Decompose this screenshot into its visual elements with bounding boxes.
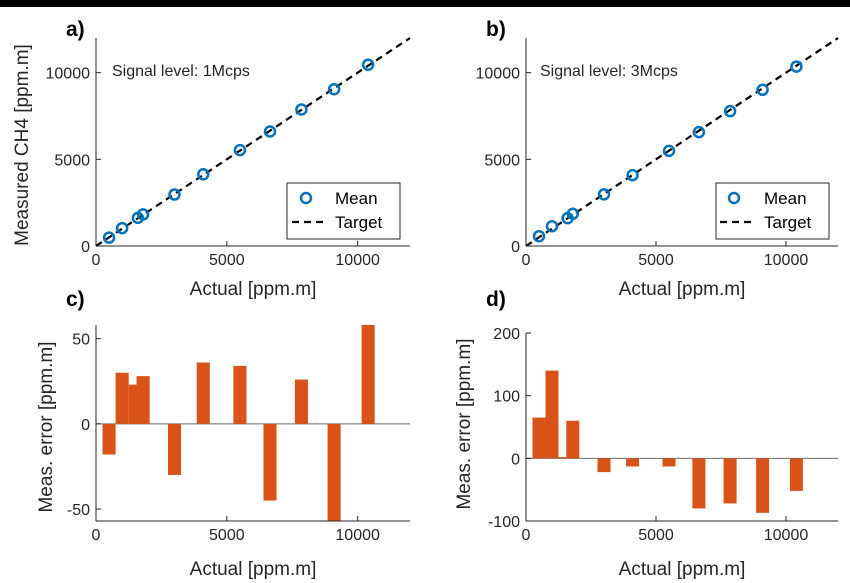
panel-a-ylabel: Measured CH4 [ppm.m]	[12, 44, 33, 246]
panel-a-mean-point	[168, 188, 181, 201]
panel-d-ylabel: Meas. error [ppm.m]	[454, 338, 475, 509]
panel-c-bar	[115, 372, 129, 424]
panel-a-x-tick-label: 5000	[209, 252, 245, 269]
panel-d-bar	[558, 457, 572, 459]
panel-c-x-tick-label: 5000	[209, 527, 245, 544]
panel-b-x-tick-label: 5000	[638, 252, 674, 269]
panel-a-legend-mean: Mean	[335, 189, 378, 208]
panel-a-xlabel: Actual [ppm.m]	[190, 279, 317, 300]
panel-a: a) 0 5000 10000 0 5000 10000 Signal level: 1M…	[12, 18, 411, 300]
panel-b-mean-point	[756, 83, 769, 97]
panel-b-mean-point	[597, 188, 611, 201]
panel-c-bar	[136, 376, 150, 424]
panel-b-y-tick-label: 0	[511, 239, 520, 256]
panel-c-xlabel: Actual [ppm.m]	[190, 559, 317, 580]
panel-b-legend-target: Target	[764, 213, 812, 232]
panel-b-legend-mean: Mean	[764, 189, 807, 208]
panel-a-mean-point	[233, 143, 247, 157]
panel-a-mean-point	[197, 168, 210, 181]
panel-b-mean-point	[566, 207, 580, 221]
panel-a-plot: 0 5000 10000 0 5000 10000	[46, 37, 411, 269]
panel-a-x-tick-label: 0	[92, 252, 101, 269]
panel-b-mean-point	[626, 168, 639, 182]
panel-a-mean-point	[263, 125, 277, 138]
top-border-bar	[0, 0, 850, 7]
panel-d-bar	[662, 458, 676, 467]
panel-a-mean-point	[115, 221, 129, 235]
panel-c-y-tick-label: 0	[81, 417, 90, 434]
panel-c-ylabel: Meas. error [ppm.m]	[36, 341, 57, 512]
panel-b-plot: 0 5000 10000 0 5000 10000	[476, 37, 839, 269]
panel-a-y-tick-label: 10000	[46, 66, 91, 83]
panel-d-bar	[597, 458, 611, 473]
panel-a-annotation: Signal level: 1Mcps	[112, 63, 250, 80]
panel-a-y-tick-label: 5000	[54, 152, 90, 169]
panel-a-mean-point	[295, 103, 308, 116]
panel-b-mean-point	[723, 104, 737, 118]
panel-c-bar	[361, 325, 375, 424]
panel-d-y-tick-label: -100	[488, 514, 520, 531]
panel-b-legend: Mean Target	[715, 182, 830, 240]
panel-a-mean-point	[327, 82, 341, 96]
panel-d-bar	[532, 417, 546, 459]
panel-c-bar	[167, 423, 182, 475]
panel-b-mean-point	[692, 125, 706, 139]
panel-d-y-tick-label: 100	[493, 389, 520, 406]
panel-b-y-tick-label: 5000	[484, 152, 520, 169]
panel-b-x-tick-label: 10000	[764, 252, 809, 269]
panel-b: b) 0 5000 10000 0 5000 10000 Signal level: 3M…	[476, 18, 839, 300]
panel-b-label: b)	[486, 18, 506, 41]
panel-a-legend-marker-icon	[299, 191, 313, 205]
panel-d-bar	[756, 458, 770, 513]
panel-d-y-tick-label: 200	[493, 326, 520, 343]
panel-a-mean-point	[102, 231, 116, 244]
panel-c-bar	[233, 365, 247, 424]
panel-d-bar	[692, 458, 706, 509]
panel-d-y-tick-label: 0	[511, 451, 520, 468]
panel-c-bar	[294, 379, 308, 424]
panel-b-mean-point	[545, 219, 559, 233]
panel-b-x-tick-label: 0	[522, 252, 531, 269]
panel-d-bar	[566, 420, 580, 459]
panel-c-bar	[102, 423, 116, 455]
panel-a-y-tick-label: 0	[81, 239, 90, 256]
panel-b-mean-point	[790, 60, 803, 73]
panel-c-label: c)	[66, 288, 85, 311]
panel-c-bar	[327, 423, 341, 521]
panel-d-bar	[723, 458, 737, 504]
panel-c-bar	[263, 423, 277, 501]
panel-c-x-tick-label: 10000	[335, 527, 380, 544]
panel-d-xlabel: Actual [ppm.m]	[619, 559, 746, 580]
panel-a-mean-point	[136, 208, 150, 221]
panel-a-legend-target: Target	[335, 213, 383, 232]
panel-b-y-tick-label: 10000	[476, 66, 521, 83]
panel-a-mean-point	[361, 58, 375, 71]
panel-d-label: d)	[486, 288, 506, 311]
panel-b-legend-marker-icon	[727, 191, 741, 205]
panel-b-mean-point	[662, 144, 676, 158]
panel-b-xlabel: Actual [ppm.m]	[619, 279, 746, 300]
panel-d-bar	[545, 370, 559, 459]
panel-d-x-tick-label: 0	[522, 527, 531, 544]
panel-a-legend: Mean Target	[286, 182, 401, 240]
panel-b-annotation: Signal level: 3Mcps	[540, 63, 678, 80]
panel-d-x-tick-label: 10000	[764, 527, 809, 544]
panel-d-bar	[789, 458, 803, 491]
panel-d-bar	[626, 458, 640, 467]
panel-c-bar	[196, 362, 210, 424]
panel-c-x-tick-label: 0	[92, 527, 101, 544]
panel-a-x-tick-label: 10000	[335, 252, 380, 269]
panel-d-x-tick-label: 5000	[638, 527, 674, 544]
panel-b-mean-point	[532, 229, 546, 243]
panel-c-y-tick-label: 50	[72, 332, 90, 349]
panel-a-label: a)	[66, 18, 85, 41]
panel-c-y-tick-label: -50	[67, 502, 90, 519]
